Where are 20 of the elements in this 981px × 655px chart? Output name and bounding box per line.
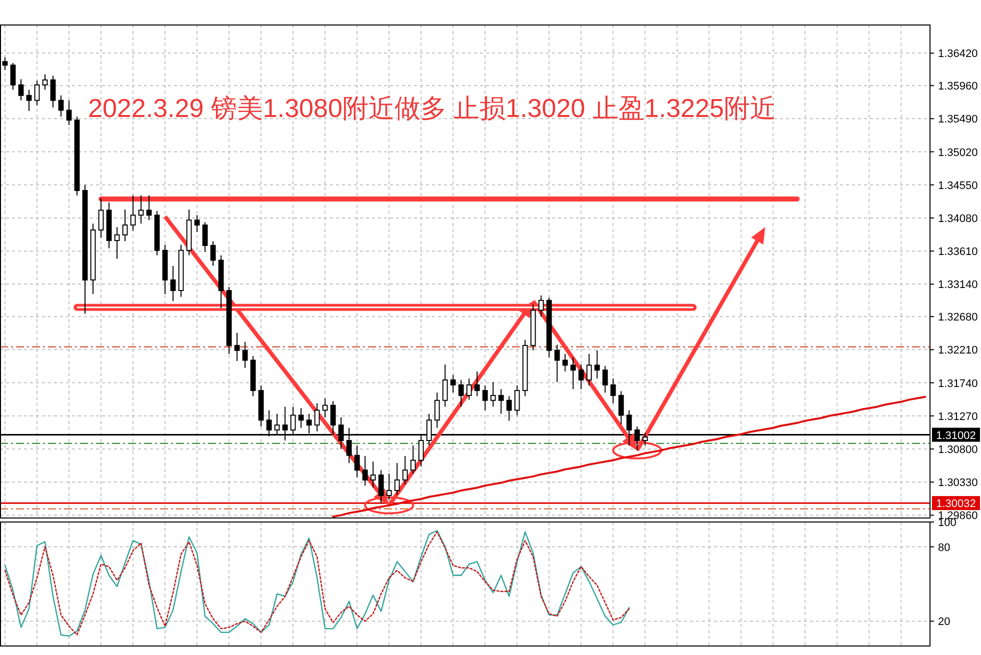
y-tick-label: 1.31270 xyxy=(938,410,978,423)
y-tick-label: 1.35490 xyxy=(938,114,978,126)
y-tick-label: 1.33610 xyxy=(938,246,978,258)
ref-line-label: 1.30032 xyxy=(936,498,976,510)
y-tick-label: 1.36420 xyxy=(938,48,978,60)
y-tick-label: 1.35020 xyxy=(938,146,978,159)
ref-line-label: 1.31002 xyxy=(936,430,976,442)
y-tick-label: 80 xyxy=(938,542,950,554)
y-tick-label: 1.34550 xyxy=(938,180,978,192)
y-tick-label: 1.35960 xyxy=(938,80,978,93)
y-tick-label: 1.32680 xyxy=(938,312,978,324)
line-series xyxy=(332,396,926,518)
y-tick-label: 1.30330 xyxy=(938,477,978,490)
y-tick-label: 1.34080 xyxy=(938,212,978,225)
y-tick-label: 1.30800 xyxy=(938,444,978,456)
annotation: 2022.3.29 镑美1.3080附近做多 止损1.3020 止盈1.3225附近 xyxy=(88,93,776,123)
y-tick-label: 1.33140 xyxy=(938,279,978,292)
y-tick-label: 20 xyxy=(938,616,950,628)
y-tick-label: 1.32210 xyxy=(938,344,978,357)
y-tick-label: 1.31740 xyxy=(938,378,978,390)
